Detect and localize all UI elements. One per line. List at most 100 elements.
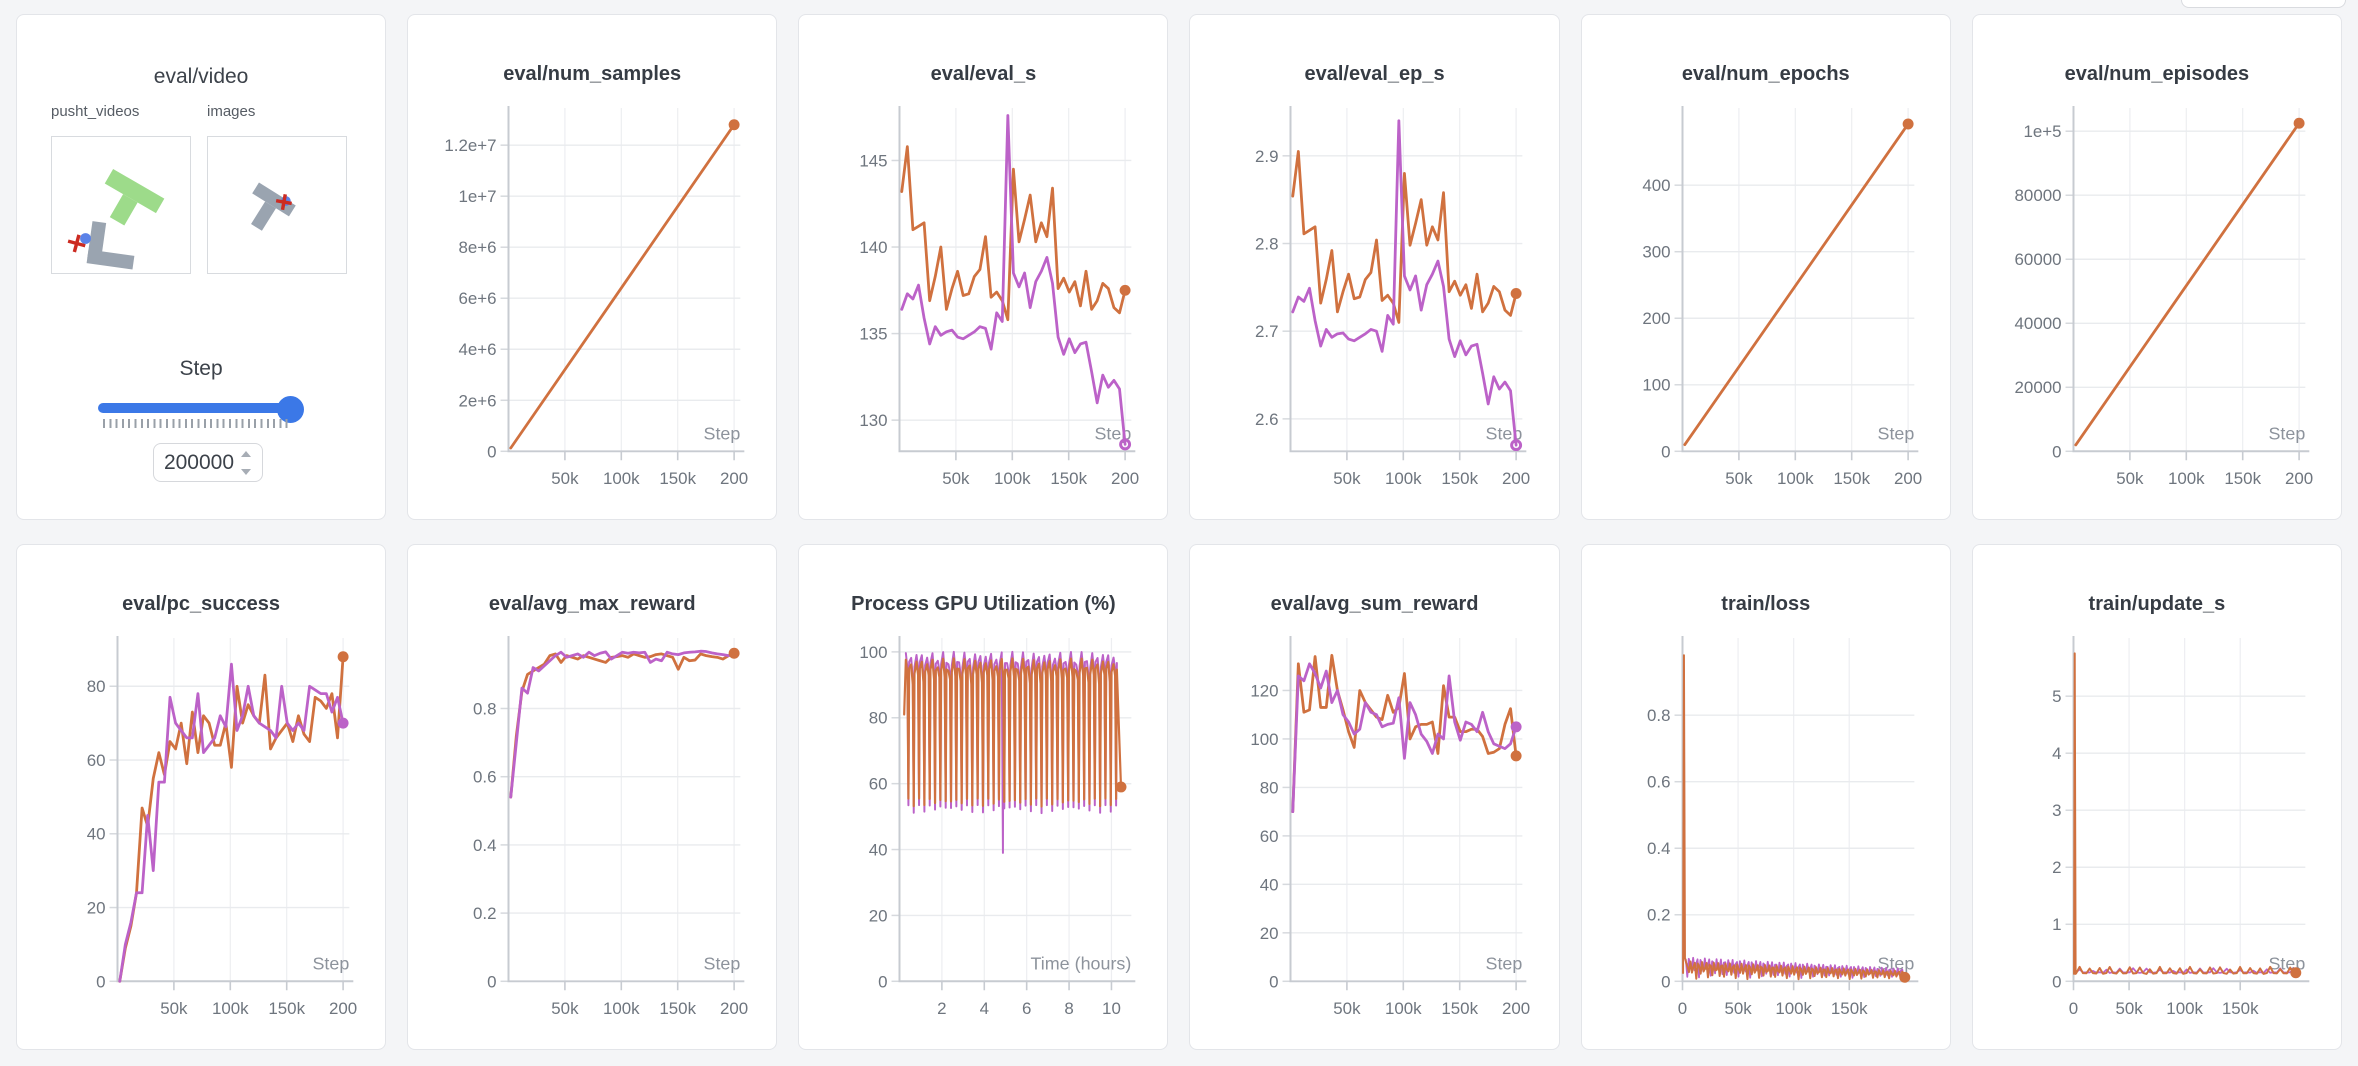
svg-text:200: 200 [720, 469, 748, 488]
svg-text:Step: Step [704, 953, 741, 973]
svg-text:2: 2 [938, 999, 947, 1018]
chart-panel-num-samples[interactable]: eval/num_samples 0 2e+6 4e+6 6e+6 8e+6 1e+7 1.… [407, 14, 778, 520]
svg-text:50k: 50k [943, 469, 971, 488]
chart-panel-gpu-utilization[interactable]: Process GPU Utilization (%) 0 20 40 60 80 100… [798, 544, 1169, 1050]
svg-text:135: 135 [860, 325, 888, 344]
svg-text:60000: 60000 [2014, 250, 2061, 269]
chart-title: eval/avg_max_reward [488, 593, 696, 615]
media-label-images: images [207, 103, 256, 120]
svg-text:80: 80 [1260, 778, 1279, 797]
line-chart-canvas: 0 100 200 300 400 50k 100k 150k 200 Step [1642, 106, 1922, 488]
svg-text:0.6: 0.6 [473, 768, 497, 787]
line-chart-canvas: 0 20 40 60 80 100 2 4 6 8 10 Time (hours) [860, 636, 1136, 1018]
svg-text:80: 80 [87, 677, 106, 696]
svg-text:150k: 150k [1442, 999, 1479, 1018]
chart-panel-eval-ep-s[interactable]: eval/eval_ep_s 2.6 2.7 2.8 2.9 50k 100k 150k 20… [1189, 14, 1560, 520]
chart-title: Process GPU Utilization (%) [851, 593, 1116, 615]
svg-text:4: 4 [980, 999, 989, 1018]
svg-text:40: 40 [1260, 875, 1279, 894]
svg-text:2.8: 2.8 [1256, 234, 1280, 253]
step-slider-tickmarks [103, 419, 291, 428]
chart-panel-eval-s[interactable]: eval/eval_s 130 135 140 145 50k 100k 150k 200 St… [798, 14, 1169, 520]
chart-title: eval/num_samples [503, 63, 682, 85]
line-chart-canvas: 0 20 40 60 80 50k 100k 150k 200 Step [87, 636, 357, 1018]
chart-panel-pc-success[interactable]: eval/pc_success 0 20 40 60 80 50k 100k 150k 200 S… [16, 544, 387, 1050]
svg-text:100k: 100k [1777, 469, 1814, 488]
svg-text:20: 20 [87, 899, 106, 918]
svg-text:400: 400 [1642, 176, 1670, 195]
svg-text:300: 300 [1642, 243, 1670, 262]
chart-title: eval/num_episodes [2064, 63, 2250, 85]
media-thumbnail-pusht-videos[interactable] [51, 136, 191, 274]
svg-text:80000: 80000 [2014, 186, 2061, 205]
svg-text:Step: Step [1486, 953, 1523, 973]
media-label-pusht-videos: pusht_videos [51, 103, 140, 120]
step-decrement-icon[interactable] [241, 469, 251, 475]
svg-text:2: 2 [2052, 858, 2061, 877]
svg-text:Step: Step [704, 423, 741, 443]
svg-text:100: 100 [1251, 730, 1279, 749]
step-stepper[interactable] [239, 451, 253, 475]
chart-panel-train-loss[interactable]: train/loss 0 0.2 0.4 0.6 0.8 0 50k 100k 150k Step [1580, 544, 1951, 1050]
svg-text:200: 200 [1502, 999, 1530, 1018]
chart-panel-train-update-s[interactable]: train/update_s 0 1 2 3 4 5 0 50k 100k 150k Step [1971, 544, 2342, 1050]
chart-panel-avg-sum-reward[interactable]: eval/avg_sum_reward 0 20 40 60 80 100 120 50k 10… [1189, 544, 1560, 1050]
svg-text:100: 100 [1642, 376, 1670, 395]
svg-text:Step: Step [312, 953, 349, 973]
svg-text:6: 6 [1022, 999, 1031, 1018]
svg-text:0: 0 [878, 972, 887, 991]
svg-text:0: 0 [2052, 442, 2061, 461]
svg-text:100: 100 [860, 643, 888, 662]
svg-text:150k: 150k [1442, 469, 1479, 488]
step-value-input[interactable] [153, 443, 263, 482]
svg-text:0: 0 [1677, 999, 1686, 1018]
svg-text:50k: 50k [1724, 999, 1752, 1018]
pusht-scene-image [251, 182, 296, 231]
svg-text:60: 60 [1260, 827, 1279, 846]
media-thumbnail-images[interactable] [207, 136, 347, 274]
svg-text:2.9: 2.9 [1256, 147, 1280, 166]
line-chart-canvas: 0 20 40 60 80 100 120 50k 100k 150k 200 Step [1251, 636, 1531, 1018]
svg-text:130: 130 [860, 411, 888, 430]
svg-text:100k: 100k [603, 999, 640, 1018]
chart-panel-num-epochs[interactable]: eval/num_epochs 0 100 200 300 400 50k 100k 150k… [1580, 14, 1951, 520]
svg-text:0.4: 0.4 [473, 836, 497, 855]
svg-text:8: 8 [1065, 999, 1074, 1018]
svg-text:200: 200 [1642, 309, 1670, 328]
svg-text:60: 60 [869, 775, 888, 794]
svg-text:100k: 100k [994, 469, 1031, 488]
svg-text:2.7: 2.7 [1256, 322, 1280, 341]
chart-panel-num-episodes[interactable]: eval/num_episodes 0 20000 40000 60000 80000 1… [1971, 14, 2342, 520]
chart-panel-avg-max-reward[interactable]: eval/avg_max_reward 0 0.2 0.4 0.6 0.8 50k 100k… [407, 544, 778, 1050]
svg-text:1e+7: 1e+7 [459, 187, 497, 206]
svg-text:150k: 150k [1051, 469, 1088, 488]
line-chart-canvas: 0 20000 40000 60000 80000 1e+5 50k 100k 150k 200 S… [2014, 106, 2313, 488]
svg-text:0.2: 0.2 [1647, 906, 1671, 925]
svg-text:4e+6: 4e+6 [459, 340, 497, 359]
step-slider-thumb[interactable] [277, 396, 304, 423]
svg-text:10: 10 [1102, 999, 1121, 1018]
svg-text:40: 40 [87, 825, 106, 844]
svg-text:0: 0 [2069, 999, 2078, 1018]
svg-text:50k: 50k [1725, 469, 1753, 488]
svg-text:200: 200 [720, 999, 748, 1018]
chart-title: eval/pc_success [122, 593, 281, 615]
svg-text:50k: 50k [160, 999, 188, 1018]
pusht-scene-image [67, 169, 165, 270]
svg-text:1e+5: 1e+5 [2023, 122, 2061, 141]
step-increment-icon[interactable] [241, 451, 251, 457]
svg-text:200: 200 [329, 999, 357, 1018]
panel-overflow-fragment [2181, 0, 2346, 8]
step-slider[interactable] [98, 403, 297, 413]
video-panel-title: eval/video [153, 65, 249, 88]
svg-text:200: 200 [1894, 469, 1922, 488]
svg-text:0.8: 0.8 [1647, 706, 1671, 725]
svg-text:150k: 150k [1833, 469, 1870, 488]
svg-text:50k: 50k [551, 469, 579, 488]
svg-text:2.6: 2.6 [1256, 410, 1280, 429]
svg-text:1: 1 [2052, 915, 2061, 934]
svg-text:20: 20 [869, 906, 888, 925]
